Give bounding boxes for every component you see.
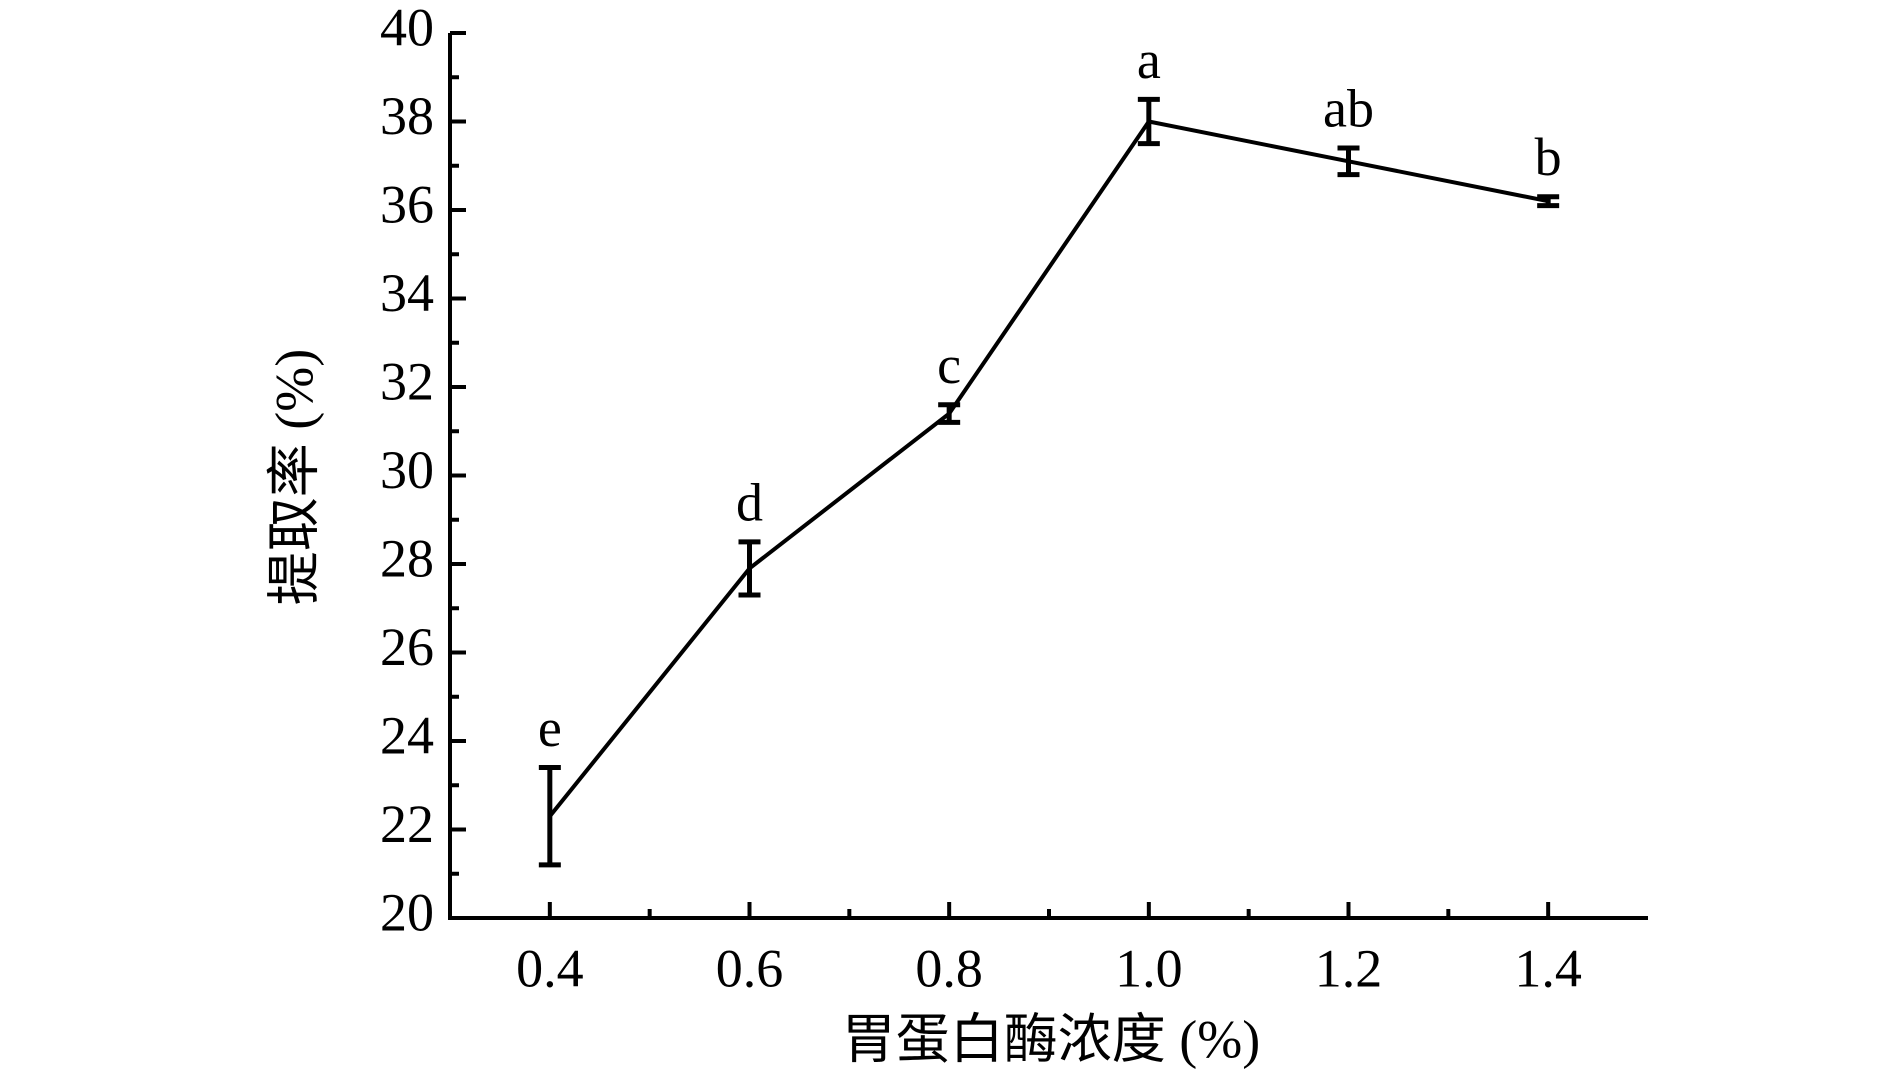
error-bar [738, 539, 761, 598]
y-tick-label: 24 [380, 705, 434, 765]
significance-letter: c [937, 335, 961, 395]
significance-letter: d [736, 472, 763, 532]
error-bar [1137, 96, 1160, 147]
significance-letter: ab [1323, 78, 1374, 138]
significance-letter: b [1535, 127, 1562, 187]
y-tick-label: 38 [380, 86, 434, 146]
x-tick-label: 1.2 [1315, 938, 1383, 998]
y-tick-label: 32 [380, 351, 434, 411]
line [548, 119, 1549, 818]
y-tick-label: 26 [380, 617, 434, 677]
x-tick-label: 1.4 [1514, 938, 1582, 998]
axes [448, 33, 1648, 920]
x-tick-label: 1.0 [1115, 938, 1183, 998]
y-tick-label: 40 [380, 0, 434, 57]
error-bar [1337, 145, 1360, 178]
y-axis-title: 提取率 (%) [264, 349, 324, 605]
x-tick-label: 0.4 [516, 938, 584, 998]
x-tick-label: 0.6 [716, 938, 784, 998]
error-bar [938, 402, 961, 425]
significance-letter: a [1137, 30, 1161, 90]
error-bar [538, 765, 561, 868]
significance-letter: e [538, 698, 562, 758]
y-tick-label: 30 [380, 440, 434, 500]
x-tick-label: 0.8 [915, 938, 983, 998]
x-axis-title: 胃蛋白酶浓度 (%) [842, 1009, 1260, 1069]
y-tick-label: 34 [380, 263, 434, 323]
y-tick-label: 36 [380, 174, 434, 234]
y-tick-label: 20 [380, 882, 434, 942]
error-bar [1537, 194, 1560, 209]
y-tick-label: 28 [380, 528, 434, 588]
y-tick-label: 22 [380, 794, 434, 854]
